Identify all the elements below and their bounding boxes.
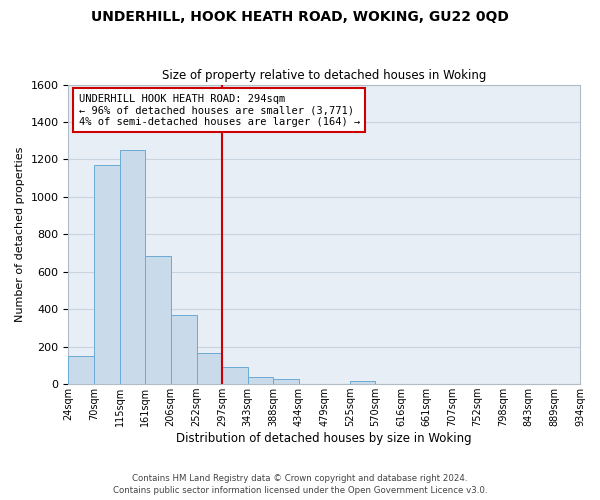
Text: UNDERHILL, HOOK HEATH ROAD, WOKING, GU22 0QD: UNDERHILL, HOOK HEATH ROAD, WOKING, GU22… bbox=[91, 10, 509, 24]
Bar bbox=[350, 381, 376, 384]
Bar bbox=[119, 150, 145, 384]
Text: UNDERHILL HOOK HEATH ROAD: 294sqm
← 96% of detached houses are smaller (3,771)
4: UNDERHILL HOOK HEATH ROAD: 294sqm ← 96% … bbox=[79, 94, 360, 126]
Bar bbox=[222, 368, 248, 384]
Bar bbox=[94, 165, 119, 384]
Bar bbox=[273, 380, 299, 384]
Bar bbox=[171, 315, 197, 384]
Y-axis label: Number of detached properties: Number of detached properties bbox=[15, 146, 25, 322]
Bar bbox=[197, 354, 222, 384]
Title: Size of property relative to detached houses in Woking: Size of property relative to detached ho… bbox=[162, 69, 487, 82]
Bar bbox=[145, 256, 171, 384]
Bar bbox=[68, 356, 94, 384]
Bar bbox=[248, 377, 273, 384]
X-axis label: Distribution of detached houses by size in Woking: Distribution of detached houses by size … bbox=[176, 432, 472, 445]
Text: Contains HM Land Registry data © Crown copyright and database right 2024.
Contai: Contains HM Land Registry data © Crown c… bbox=[113, 474, 487, 495]
